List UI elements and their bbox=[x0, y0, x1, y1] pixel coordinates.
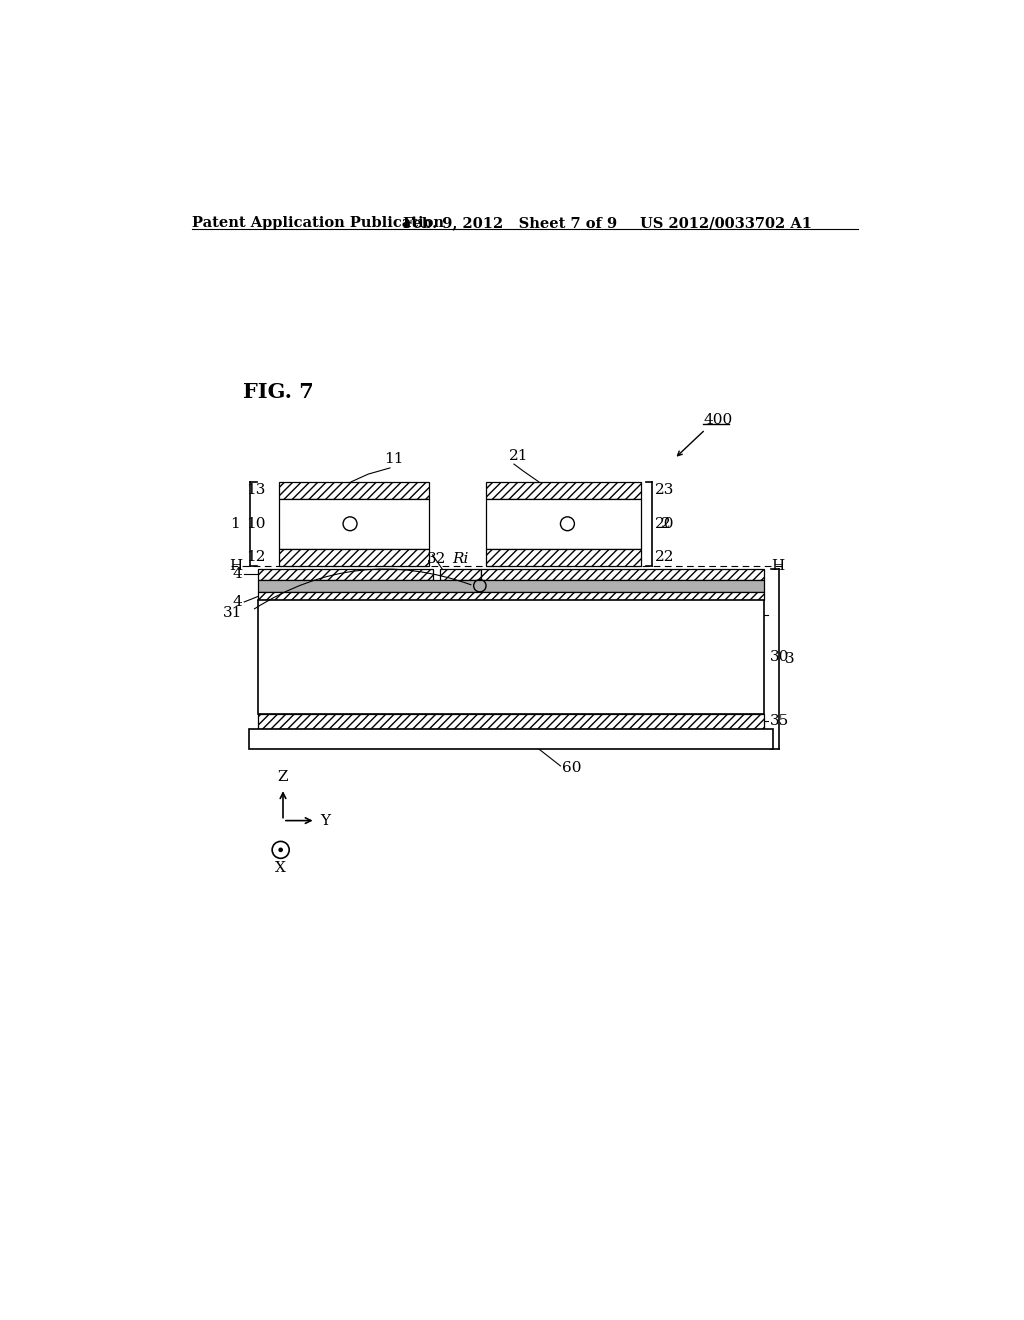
Text: 31: 31 bbox=[223, 606, 243, 619]
Text: Z: Z bbox=[278, 771, 288, 784]
Bar bbox=[486, 549, 641, 566]
Text: 1: 1 bbox=[230, 516, 241, 531]
Text: 3: 3 bbox=[785, 652, 795, 665]
Bar bbox=[440, 569, 480, 579]
Text: 60: 60 bbox=[562, 762, 582, 775]
Bar bbox=[258, 591, 764, 599]
Text: Patent Application Publication: Patent Application Publication bbox=[191, 216, 443, 230]
Bar bbox=[249, 729, 773, 748]
Text: 10: 10 bbox=[247, 516, 266, 531]
Text: X: X bbox=[275, 861, 286, 875]
Text: 20: 20 bbox=[655, 516, 675, 531]
Bar bbox=[486, 499, 641, 549]
Bar bbox=[258, 714, 764, 729]
Text: Feb. 9, 2012   Sheet 7 of 9: Feb. 9, 2012 Sheet 7 of 9 bbox=[403, 216, 617, 230]
Text: H: H bbox=[771, 558, 784, 573]
Text: 4: 4 bbox=[232, 568, 243, 581]
Bar bbox=[280, 499, 429, 549]
Text: 35: 35 bbox=[770, 714, 788, 729]
Bar bbox=[481, 569, 764, 579]
Text: FIG. 7: FIG. 7 bbox=[243, 381, 313, 401]
Text: 30: 30 bbox=[770, 649, 790, 664]
Text: Y: Y bbox=[321, 813, 330, 828]
Text: 400: 400 bbox=[703, 412, 732, 426]
Text: Ri: Ri bbox=[452, 552, 468, 566]
Circle shape bbox=[279, 847, 283, 853]
Text: 23: 23 bbox=[655, 483, 675, 498]
Bar bbox=[280, 482, 429, 499]
Text: 4: 4 bbox=[232, 595, 243, 609]
Text: H: H bbox=[228, 558, 242, 573]
Text: 32: 32 bbox=[426, 552, 445, 566]
Bar bbox=[258, 569, 433, 579]
Bar bbox=[280, 549, 429, 566]
Text: 13: 13 bbox=[247, 483, 266, 498]
Text: 21: 21 bbox=[509, 449, 528, 462]
Bar bbox=[258, 579, 764, 591]
Bar bbox=[258, 599, 764, 714]
Text: 12: 12 bbox=[247, 550, 266, 564]
Text: US 2012/0033702 A1: US 2012/0033702 A1 bbox=[640, 216, 811, 230]
Bar bbox=[486, 482, 641, 499]
Text: 11: 11 bbox=[384, 453, 403, 466]
Text: 22: 22 bbox=[655, 550, 675, 564]
Text: 2: 2 bbox=[662, 516, 671, 531]
